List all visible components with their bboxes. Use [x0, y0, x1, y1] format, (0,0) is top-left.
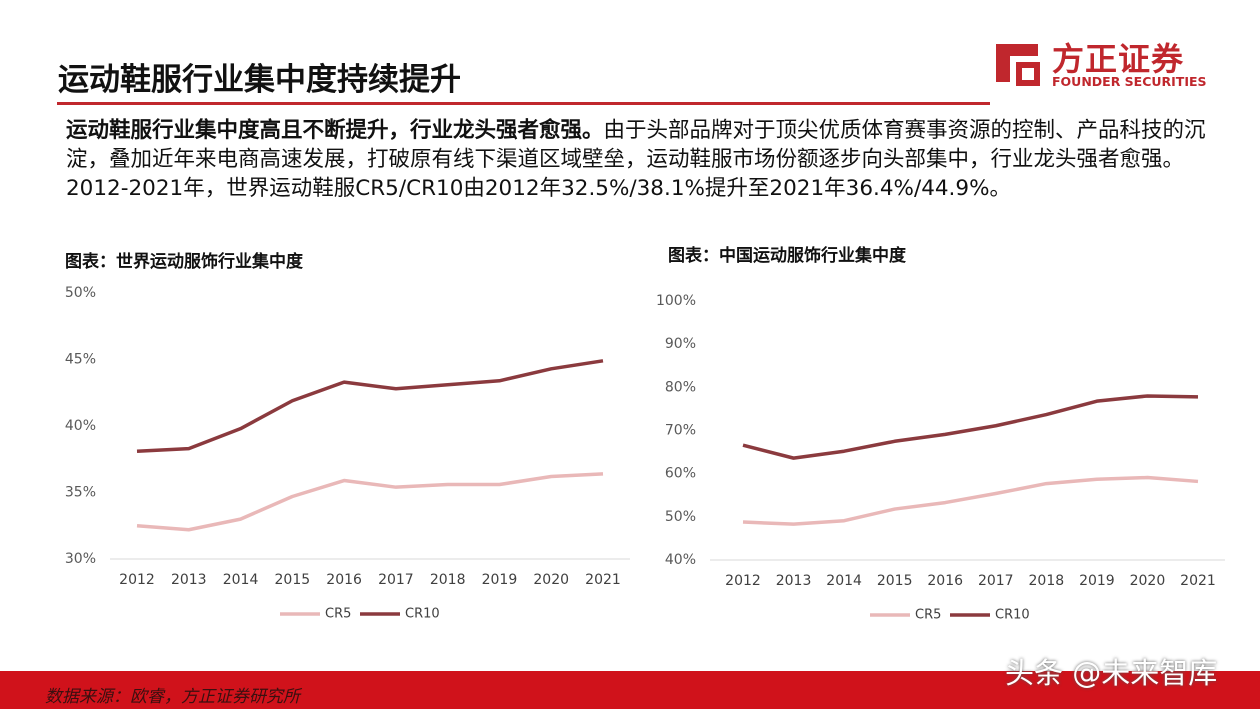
logo-name: 方正证券 [1052, 40, 1185, 78]
x-tick-label: 2021 [1180, 573, 1216, 589]
y-tick-label: 45% [65, 352, 96, 368]
y-tick-label: 35% [65, 485, 96, 501]
y-tick-label: 80% [665, 379, 696, 395]
series-line [136, 472, 604, 532]
title-rule [57, 102, 990, 105]
x-tick-label: 2018 [1029, 573, 1065, 589]
series-line [742, 475, 1199, 526]
x-tick-label: 2016 [927, 573, 963, 589]
series-line [136, 359, 604, 454]
y-tick-label: 60% [665, 466, 696, 482]
chart-title: 图表：中国运动服饰行业集中度 [668, 245, 907, 266]
chart-title: 图表：世界运动服饰行业集中度 [65, 251, 304, 272]
x-tick-label: 2015 [877, 573, 913, 589]
source-note: 数据来源：欧睿，方正证券研究所 [45, 687, 300, 707]
summary: 运动鞋服行业集中度高且不断提升，行业龙头强者愈强。由于头部品牌对于顶尖优质体育赛… [66, 116, 1206, 203]
y-tick-label: 30% [65, 551, 96, 567]
y-tick-label: 100% [656, 293, 696, 309]
x-tick-label: 2014 [223, 572, 259, 588]
x-tick-label: 2012 [725, 573, 761, 589]
footer-band [0, 671, 1260, 709]
logo-english: FOUNDER SECURITIES [1052, 74, 1207, 89]
x-tick-label: 2013 [171, 572, 207, 588]
y-tick-label: 90% [665, 336, 696, 352]
y-tick-label: 50% [65, 285, 96, 301]
x-tick-label: 2014 [826, 573, 862, 589]
y-tick-label: 40% [65, 418, 96, 434]
legend-label: CR5 [915, 608, 941, 623]
x-tick-label: 2020 [533, 572, 569, 588]
x-tick-label: 2017 [378, 572, 414, 588]
y-tick-label: 70% [665, 423, 696, 439]
legend-label: CR5 [325, 607, 351, 622]
legend-label: CR10 [995, 608, 1030, 623]
summary-body: 由于头部品牌对于顶尖优质体育赛事资源的控制、产品科技的沉淀，叠加近年来电商高速发… [66, 118, 1206, 201]
x-tick-label: 2019 [1079, 573, 1115, 589]
series-line [742, 394, 1199, 460]
x-tick-label: 2015 [275, 572, 311, 588]
x-tick-label: 2013 [776, 573, 812, 589]
x-tick-label: 2017 [978, 573, 1014, 589]
slide-title: 运动鞋服行业集中度持续提升 [58, 62, 461, 98]
x-tick-label: 2020 [1130, 573, 1166, 589]
watermark: 头条 @未来智库 [1005, 656, 1218, 690]
x-tick-label: 2018 [430, 572, 466, 588]
y-tick-label: 40% [665, 552, 696, 568]
charts: 图表：世界运动服饰行业集中度 30% 35% 40% 45% 50% 2012 2013 201… [65, 245, 1225, 623]
x-tick-label: 2016 [326, 572, 362, 588]
x-tick-label: 2019 [482, 572, 518, 588]
summary-lead: 运动鞋服行业集中度高且不断提升，行业龙头强者愈强。 [66, 118, 604, 143]
x-tick-label: 2021 [585, 572, 621, 588]
x-tick-label: 2012 [119, 572, 155, 588]
logo-mark [996, 44, 1040, 86]
y-tick-label: 50% [665, 509, 696, 525]
legend-label: CR10 [405, 607, 440, 622]
